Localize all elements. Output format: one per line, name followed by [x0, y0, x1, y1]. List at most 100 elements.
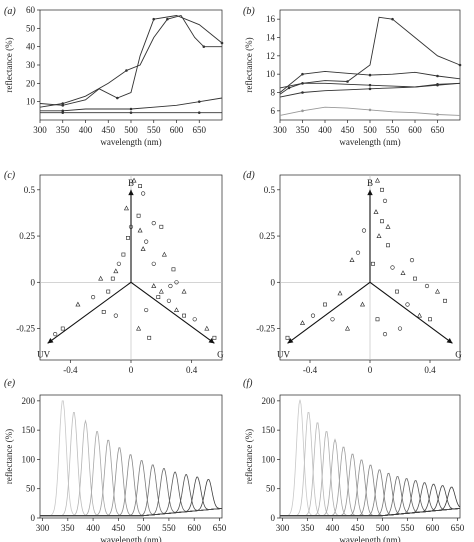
data-point-square: [126, 236, 130, 240]
series-marker: [202, 45, 206, 48]
data-point-circle: [382, 332, 388, 337]
data-point-circle: [192, 317, 197, 322]
series-marker: [61, 102, 65, 105]
data-point-triangle: [373, 209, 379, 214]
axis-label-UV: UV: [37, 349, 50, 359]
series-marker: [61, 104, 65, 107]
data-point-triangle: [337, 290, 343, 296]
series-marker: [116, 96, 119, 100]
data-point-triangle: [360, 301, 365, 307]
y-tick-label: 0: [271, 513, 276, 523]
data-point-circle: [382, 198, 388, 203]
panel-e: (e) 300 350 400 450 500 550 600 650 0 50 100 150 200 w…: [4, 378, 227, 542]
series-marker: [346, 80, 349, 83]
y-tick-label: 150: [22, 425, 36, 435]
axis-label-UV: UV: [277, 349, 290, 359]
arrow-head: [446, 337, 453, 344]
y-tick-label: 0.25: [19, 231, 35, 241]
panel-f: (f) 300 350 400 450 500 550 600 650 0 50 100 150 200 w…: [243, 378, 465, 542]
x-tick-label: 600: [408, 125, 422, 135]
peak-spectrum: [280, 464, 461, 517]
series-marker: [301, 91, 304, 94]
x-tick-label: 0.4: [186, 365, 198, 375]
series-marker: [301, 72, 304, 76]
data-point-triangle: [385, 223, 391, 229]
series-marker: [129, 107, 133, 111]
x-tick-label: 600: [187, 523, 201, 533]
panel-a: (a) 300 350 400 450 500 550 600 650 10 20 30 40 50 60 w…: [4, 5, 224, 147]
data-point-circle: [409, 258, 415, 263]
data-point-square: [171, 267, 176, 272]
y-tick-label: 40: [26, 42, 36, 52]
y-tick-label: 0: [31, 513, 36, 523]
data-point-square: [371, 261, 375, 266]
y-tick-label: 0.25: [259, 231, 275, 241]
x-tick-label: 500: [363, 125, 377, 135]
arrow-head: [367, 189, 373, 196]
x-tick-label: -0.4: [63, 365, 78, 375]
series-marker: [166, 17, 169, 21]
data-point-square: [380, 187, 384, 192]
plot-frame: [279, 394, 461, 519]
x-tick-label: 650: [431, 125, 445, 135]
data-point-triangle: [113, 268, 119, 274]
series-line: [39, 15, 223, 106]
data-point-circle: [355, 250, 361, 255]
x-axis-label: wavelength (nm): [100, 535, 161, 542]
series-marker: [458, 63, 462, 67]
data-point-square: [121, 252, 126, 257]
data-point-triangle: [136, 325, 142, 331]
data-point-square: [443, 298, 447, 303]
x-tick-label: 450: [112, 523, 126, 533]
peak-spectrum: [40, 439, 223, 517]
data-point-square: [101, 309, 106, 314]
arrow-head: [208, 337, 215, 344]
x-tick-label: 550: [386, 125, 400, 135]
data-point-square: [159, 224, 164, 229]
panel-c: (c) -0.4 0 0.4 0.5 0.25 0 -0.25 B UV G: [4, 170, 224, 375]
axis-label-B: B: [128, 178, 134, 188]
data-point-circle: [151, 221, 156, 226]
data-point-triangle: [204, 325, 210, 331]
y-tick-label: 30: [26, 60, 36, 70]
peak-spectrum: [40, 431, 223, 517]
y-tick-label: 16: [266, 14, 276, 24]
series-marker: [197, 100, 201, 103]
data-point-square: [380, 219, 384, 224]
data-point-circle: [128, 224, 134, 229]
x-tick-label: 350: [296, 125, 310, 135]
receptor-axis-arrow: [47, 281, 132, 344]
arrow-head: [47, 337, 54, 344]
x-axis-label: wavelength (nm): [339, 137, 400, 147]
series-marker: [61, 109, 65, 113]
series-marker: [125, 69, 128, 72]
x-tick-label: -0.4: [303, 365, 318, 375]
axis-label-G: G: [217, 349, 224, 359]
data-point-circle: [168, 283, 173, 289]
data-point-circle: [424, 283, 430, 289]
x-axis-label: wavelength (nm): [100, 137, 161, 147]
arrow-head: [128, 189, 134, 196]
y-tick-label: 100: [262, 454, 276, 464]
data-point-triangle: [158, 288, 164, 294]
data-point-square: [147, 335, 152, 340]
y-tick-label: 10: [26, 97, 36, 107]
data-point-triangle: [435, 288, 440, 294]
y-tick-label: 0.5: [24, 185, 36, 195]
panel-label: (b): [243, 6, 255, 17]
series-marker: [197, 111, 201, 114]
y-axis-label: reflectance (%): [4, 37, 14, 92]
series-marker: [436, 82, 439, 86]
series-marker: [129, 111, 133, 114]
data-point-triangle: [349, 257, 355, 263]
arrow-head: [287, 337, 294, 344]
plot-frame: [39, 9, 223, 121]
series-marker: [61, 111, 65, 114]
receptor-axis-arrow: [130, 281, 215, 344]
peak-spectrum: [40, 464, 223, 517]
x-tick-label: 550: [401, 523, 415, 533]
data-point-square: [212, 335, 217, 340]
data-point-circle: [330, 317, 335, 322]
series-marker: [368, 87, 372, 91]
series-marker: [368, 83, 372, 87]
